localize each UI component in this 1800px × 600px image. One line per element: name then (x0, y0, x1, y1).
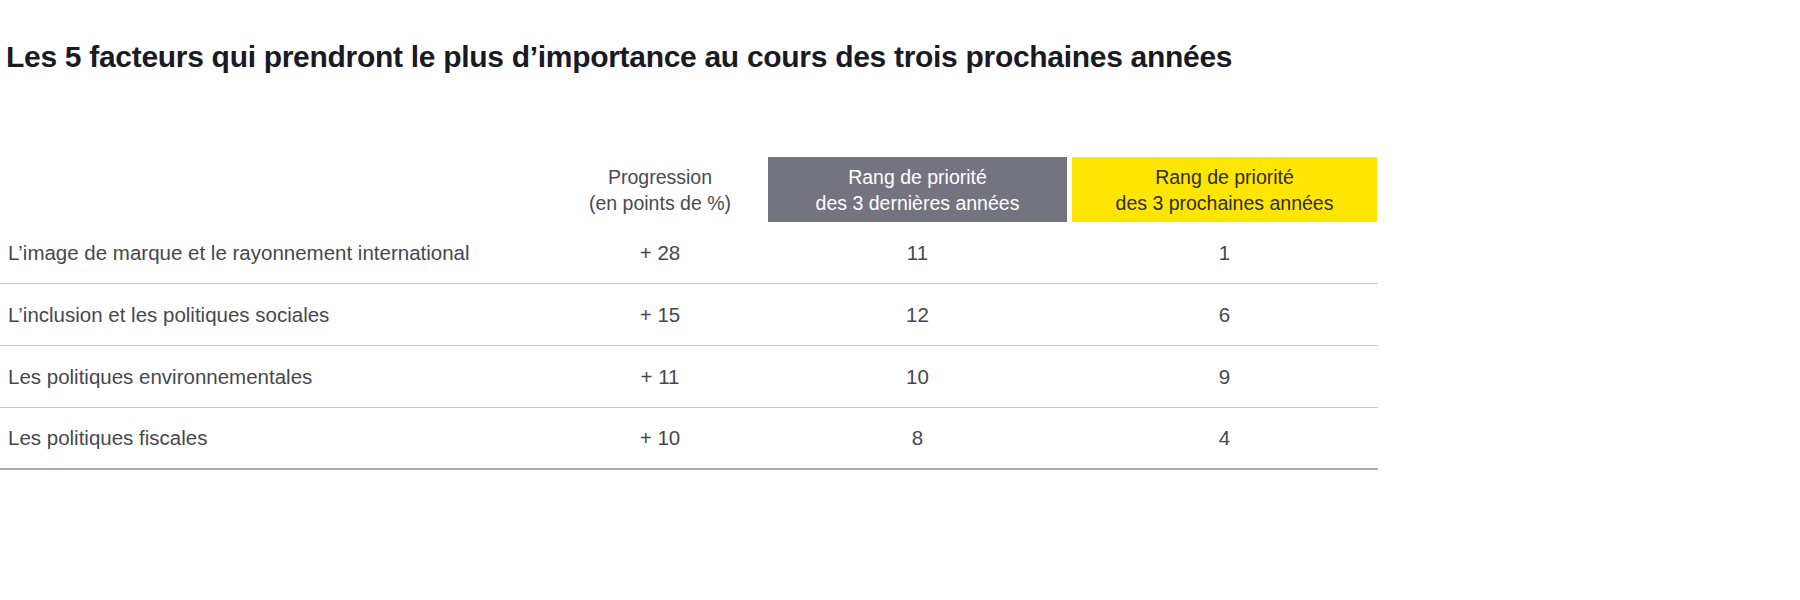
table-row: L’inclusion et les politiques sociales +… (0, 284, 1378, 346)
progression-value: + 11 (560, 346, 760, 407)
last-years-header-line2: des 3 dernières années (768, 190, 1067, 216)
next-years-header-line2: des 3 prochaines années (1072, 190, 1377, 216)
progression-value: + 10 (560, 408, 760, 468)
last-years-column-header: Rang de priorité des 3 dernières années (768, 157, 1067, 222)
table-header-row: Progression (en points de %) Rang de pri… (0, 157, 1378, 222)
page-title: Les 5 facteurs qui prendront le plus d’i… (6, 40, 1506, 74)
factor-label: Les politiques environnementales (8, 346, 568, 407)
factor-label: L’image de marque et le rayonnement inte… (8, 222, 568, 283)
factor-label: Les politiques fiscales (8, 408, 568, 468)
factor-label: L’inclusion et les politiques sociales (8, 284, 568, 345)
table-row: L’image de marque et le rayonnement inte… (0, 222, 1378, 284)
last-rank-value: 10 (768, 346, 1067, 407)
last-years-header-line1: Rang de priorité (768, 164, 1067, 190)
next-rank-value: 4 (1072, 408, 1377, 468)
next-rank-value: 1 (1072, 222, 1377, 283)
progression-header-line1: Progression (560, 164, 760, 190)
table-row: Les politiques environnementales + 11 10… (0, 346, 1378, 408)
next-years-header-line1: Rang de priorité (1072, 164, 1377, 190)
next-rank-value: 6 (1072, 284, 1377, 345)
slide-canvas: Les 5 facteurs qui prendront le plus d’i… (0, 0, 1800, 600)
last-rank-value: 8 (768, 408, 1067, 468)
progression-value: + 28 (560, 222, 760, 283)
progression-value: + 15 (560, 284, 760, 345)
last-rank-value: 12 (768, 284, 1067, 345)
progression-column-header: Progression (en points de %) (560, 157, 760, 222)
table-row: Les politiques fiscales + 10 8 4 (0, 408, 1378, 470)
factors-table: Progression (en points de %) Rang de pri… (0, 157, 1378, 470)
last-rank-value: 11 (768, 222, 1067, 283)
progression-header-line2: (en points de %) (560, 190, 760, 216)
next-rank-value: 9 (1072, 346, 1377, 407)
next-years-column-header: Rang de priorité des 3 prochaines années (1072, 157, 1377, 222)
